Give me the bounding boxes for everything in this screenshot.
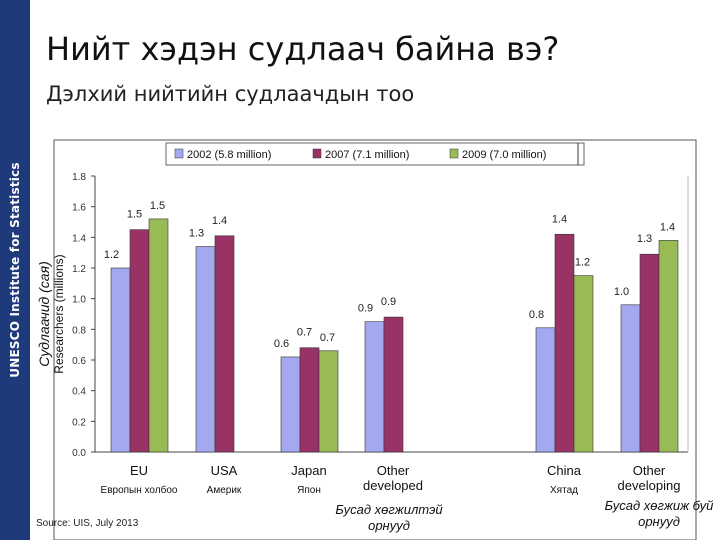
bar	[554, 233, 575, 453]
legend-swatch	[312, 148, 322, 159]
category-label: China	[547, 463, 582, 478]
y-tick-label: 1.2	[72, 264, 86, 275]
data-label: 1.4	[212, 215, 227, 227]
data-label: 1.3	[637, 233, 652, 245]
bar	[129, 229, 150, 453]
bar	[195, 246, 216, 453]
data-label: 1.3	[189, 228, 204, 240]
source-note: Source: UIS, July 2013	[36, 518, 139, 529]
bar	[148, 218, 169, 453]
y-tick-label: 1.6	[72, 203, 86, 214]
category-translation: Америк	[207, 485, 242, 496]
category-label: Other	[377, 463, 410, 478]
category-translation: Бусад хөгжиж буй	[605, 498, 714, 513]
legend-label: 2007 (7.1 million)	[325, 149, 409, 161]
y-tick-label: 1.4	[72, 233, 86, 244]
y-tick-label: 1.8	[72, 172, 86, 183]
category-translation: Хятад	[550, 485, 578, 496]
category-label: EU	[130, 463, 148, 478]
legend-label: 2002 (5.8 million)	[187, 149, 271, 161]
data-label: 1.5	[127, 209, 142, 221]
bar	[573, 275, 594, 453]
bar	[620, 304, 641, 453]
data-label: 1.0	[614, 286, 629, 298]
legend-swatch	[174, 148, 184, 159]
y-tick-label: 0.8	[72, 325, 86, 336]
y-axis-title-translation: Судлаачид (сая)	[36, 261, 52, 366]
category-translation: Бусад хөгжилтэй	[335, 502, 442, 517]
data-label: 1.2	[575, 257, 590, 269]
data-label: 0.7	[320, 332, 335, 344]
bar	[639, 253, 660, 453]
page-subtitle: Дэлхий нийтийн судлаачдын тоо	[46, 82, 415, 106]
bar	[535, 327, 556, 453]
page-title: Нийт хэдэн судлаач байна вэ?	[46, 30, 560, 68]
data-label: 1.4	[660, 221, 675, 233]
y-tick-label: 0.4	[72, 387, 86, 398]
bar	[110, 267, 131, 453]
legend-swatch	[449, 148, 459, 159]
y-axis-title: Researchers (millions)	[52, 254, 66, 373]
bar	[318, 350, 339, 453]
bar	[658, 240, 679, 453]
data-label: 0.9	[381, 296, 396, 308]
legend-box	[165, 142, 585, 166]
bar	[214, 235, 235, 453]
y-tick-label: 0.6	[72, 356, 86, 367]
category-label: developed	[363, 478, 423, 493]
y-tick-label: 0.0	[72, 448, 86, 459]
bar	[383, 316, 404, 453]
data-label: 1.2	[104, 249, 119, 261]
category-label: USA	[211, 463, 238, 478]
category-translation: Япон	[297, 485, 321, 496]
category-translation: Европын холбоо	[101, 484, 178, 496]
legend-label: 2009 (7.0 million)	[462, 149, 546, 161]
category-label: Japan	[291, 463, 326, 478]
bar	[364, 321, 385, 453]
data-label: 1.4	[552, 213, 567, 225]
y-tick-label: 1.0	[72, 295, 86, 306]
data-label: 0.7	[297, 327, 312, 339]
y-tick-label: 0.2	[72, 417, 86, 428]
data-label: 1.5	[150, 200, 165, 212]
category-label: Other	[633, 463, 666, 478]
data-label: 0.8	[529, 309, 544, 321]
category-label: developing	[618, 478, 681, 493]
category-translation: орнууд	[638, 514, 680, 529]
bar	[280, 356, 301, 453]
category-translation: орнууд	[368, 518, 410, 533]
bar	[299, 347, 320, 453]
chart-frame	[53, 139, 697, 540]
data-label: 0.6	[274, 338, 289, 350]
sidebar-band: UNESCO Institute for Statistics	[0, 0, 30, 540]
data-label: 0.9	[358, 303, 373, 315]
